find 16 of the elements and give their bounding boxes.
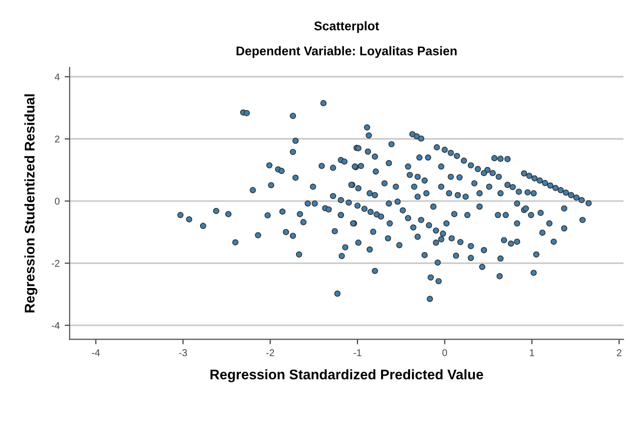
x-tick-label: -4 (92, 349, 100, 356)
x-tick-label: 1 (530, 349, 534, 356)
y-axis-title: Regression Studentized Residual (24, 94, 38, 312)
x-axis-title: Regression Standardized Predicted Value (210, 369, 484, 382)
y-tick-label: -2 (52, 260, 60, 267)
y-tick-label: 0 (54, 198, 60, 205)
x-tick-label: -3 (179, 349, 187, 356)
y-tick-label: 2 (54, 136, 60, 142)
x-tick-label: 2 (616, 349, 622, 356)
x-tick-label: -2 (266, 349, 274, 356)
y-tick-label: -4 (52, 322, 60, 329)
y-tick-label: 4 (54, 74, 60, 80)
chart-title: Scatterplot (314, 21, 380, 33)
x-tick-label: -1 (354, 349, 362, 356)
chart-subtitle: Dependent Variable: Loyalitas Pasien (236, 46, 457, 58)
x-tick-label: 0 (442, 349, 448, 356)
